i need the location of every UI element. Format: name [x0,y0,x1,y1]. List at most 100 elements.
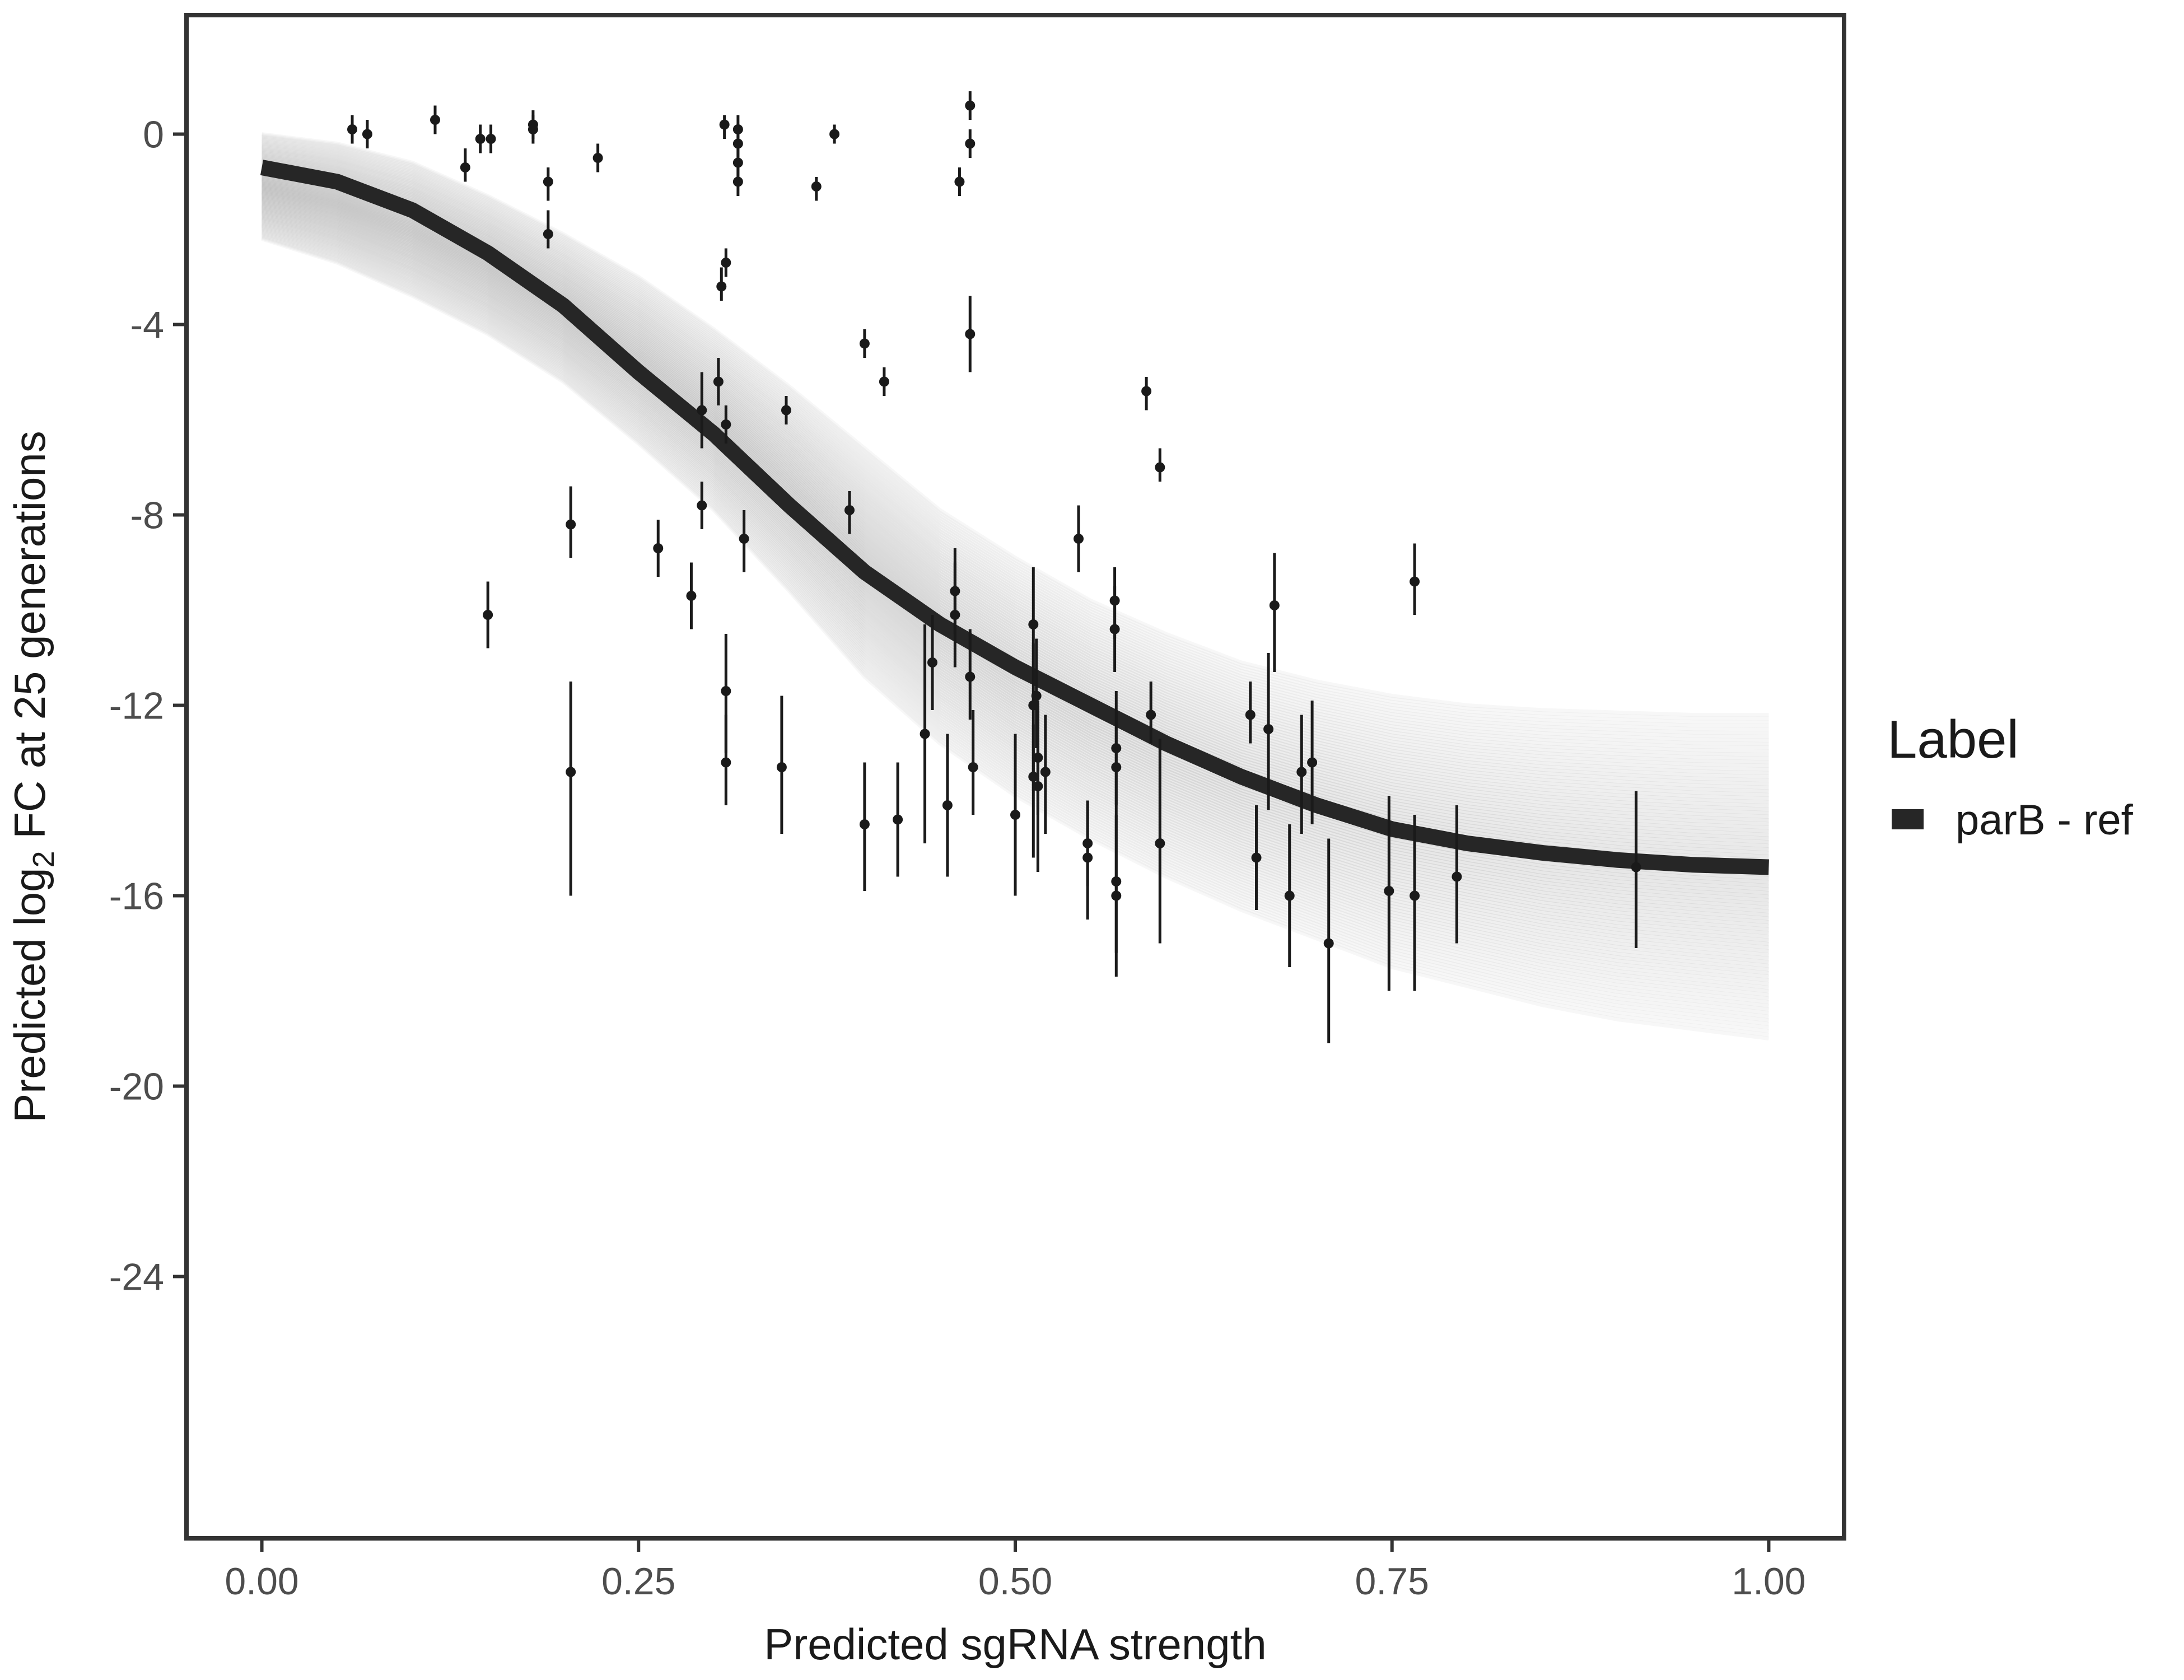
y-tick-label: -16 [109,875,164,918]
posterior-curve [261,150,1769,772]
y-tick-label: -8 [130,494,164,537]
point-marker [859,819,870,829]
point-marker [859,338,870,349]
point-marker [1384,886,1394,896]
data-point [592,143,603,172]
data-point [1155,448,1165,482]
point-marker [1155,462,1165,473]
point-marker [716,281,727,292]
point-marker [697,405,707,416]
point-marker [430,115,440,125]
data-point [893,762,903,877]
posterior-curve [261,144,1769,753]
data-point [1040,715,1051,834]
point-marker [920,729,930,739]
posterior-curve [261,197,1769,917]
point-marker [1033,781,1043,791]
posterior-curve [262,141,1769,746]
posterior-curve [262,132,1769,717]
data-point [1452,805,1462,944]
point-marker [566,767,576,777]
point-marker [781,405,791,416]
posterior-curve [261,198,1769,921]
data-point [697,372,707,449]
point-marker [1010,810,1020,820]
posterior-curve [261,170,1769,833]
point-marker [942,800,953,810]
x-axis: 0.00 0.25 0.50 0.75 1.00 [225,1541,1806,1603]
x-axis-title: Predicted sgRNA strength [764,1620,1266,1669]
data-point [1631,791,1641,948]
data-point [927,615,937,710]
point-marker [879,376,889,387]
point-marker [1307,757,1318,768]
point-marker [1452,871,1462,882]
posterior-curve [261,148,1769,768]
point-marker [844,505,855,515]
posterior-curve [261,190,1769,895]
data-point [1263,653,1274,810]
posterior-curve [261,169,1769,830]
point-marker [721,757,731,768]
data-point [716,267,727,301]
y-tick-label: -12 [109,685,164,727]
point-marker [732,157,743,168]
data-point [879,367,889,396]
x-tick-label: 0.75 [1355,1560,1429,1603]
data-point [1010,734,1020,896]
posterior-curve [262,133,1769,721]
posterior-curve [261,154,1769,786]
y-tick-label: -20 [109,1066,164,1108]
posterior-curve [261,158,1769,797]
posterior-curve [261,207,1769,950]
posterior-curve [261,194,1769,910]
data-point [811,177,822,201]
data-point [721,405,731,444]
point-marker [1251,852,1262,863]
point-marker [965,671,976,682]
data-point [719,115,730,139]
point-marker [719,119,730,130]
point-marker [1269,600,1280,610]
data-point [954,167,965,196]
data-point [1284,824,1295,967]
data-point [829,124,840,144]
data-point [739,510,749,572]
point-marker [653,543,664,553]
data-point [566,682,576,896]
point-marker [543,176,553,187]
point-marker [1028,772,1039,782]
x-tick-label: 1.00 [1732,1560,1805,1603]
data-point [686,562,697,629]
data-point [1269,553,1280,672]
y-axis-title-suffix: FC at 25 generations [5,431,54,851]
data-point [1155,739,1165,944]
data-point [430,105,440,134]
data-points-layer [347,91,1641,1043]
point-marker [732,138,743,149]
point-marker [566,519,576,530]
point-marker [362,129,372,139]
data-point [859,329,870,358]
posterior-curve [261,164,1769,815]
posterior-curve [262,134,1769,724]
posterior-curve [261,186,1769,884]
point-marker [1631,862,1641,872]
data-point [1033,705,1043,872]
data-point [732,167,743,196]
data-point [1082,800,1093,920]
data-point [942,734,953,877]
point-marker [721,419,731,430]
point-marker [486,134,496,144]
legend-label-parb-ref: parB - ref [1956,796,2134,844]
data-point [965,629,976,720]
x-tick-label: 0.50 [978,1560,1052,1603]
point-marker [686,591,697,601]
data-point [1146,682,1156,744]
posterior-curve [262,138,1769,735]
data-point [950,562,960,668]
fit-curve-parb-ref [260,160,1769,875]
data-point [486,124,496,153]
point-marker [927,657,937,668]
point-marker [965,329,976,339]
